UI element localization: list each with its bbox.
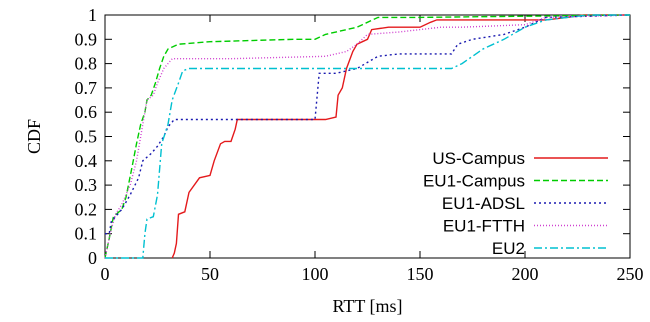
x-axis-title: RTT [ms]	[332, 296, 402, 316]
legend-label-eu2: EU2	[492, 239, 525, 258]
y-tick-label: 0.4	[75, 151, 98, 171]
chart-axes: 0 50 100 150 200 25000.10.20.30.40.50.60.70.8…	[24, 5, 644, 316]
series-line-us-campus	[171, 14, 630, 259]
x-tick-label: 150	[407, 264, 434, 284]
y-tick-label: 0.3	[75, 175, 98, 195]
series-line-eu1-adsl	[105, 14, 631, 235]
y-tick-label: 0.2	[75, 199, 98, 219]
x-tick-label: 250	[617, 264, 644, 284]
x-tick-label: 50	[201, 264, 219, 284]
y-tick-label: 0.5	[75, 127, 98, 147]
chart-legend: US-Campus EU1-Campus EU1-ADSL EU1-FTTH EU2	[423, 149, 608, 258]
chart-series-lines	[104, 14, 631, 259]
series-line-eu1-campus	[104, 14, 631, 259]
series-line-eu2	[105, 14, 630, 259]
series-line-eu1-ftth	[104, 14, 631, 259]
y-tick-label: 0.9	[75, 29, 98, 49]
y-tick-label: 1	[88, 5, 97, 25]
y-tick-label: 0.6	[75, 102, 98, 122]
x-tick-label: 100	[302, 264, 329, 284]
x-tick-label: 200	[512, 264, 539, 284]
x-tick-label: 0	[101, 264, 110, 284]
y-tick-label: 0.8	[75, 54, 98, 74]
plot-frame	[104, 14, 631, 259]
legend-label-eu1-adsl: EU1-ADSL	[442, 194, 525, 213]
y-tick-label: 0.7	[75, 78, 98, 98]
y-axis-title: CDF	[24, 119, 44, 154]
y-tick-label: 0.1	[75, 224, 98, 244]
y-tick-label: 0	[88, 248, 97, 268]
legend-label-eu1-campus: EU1-Campus	[423, 172, 525, 191]
legend-label-us-campus: US-Campus	[432, 149, 525, 168]
legend-label-eu1-ftth: EU1-FTTH	[443, 217, 525, 236]
